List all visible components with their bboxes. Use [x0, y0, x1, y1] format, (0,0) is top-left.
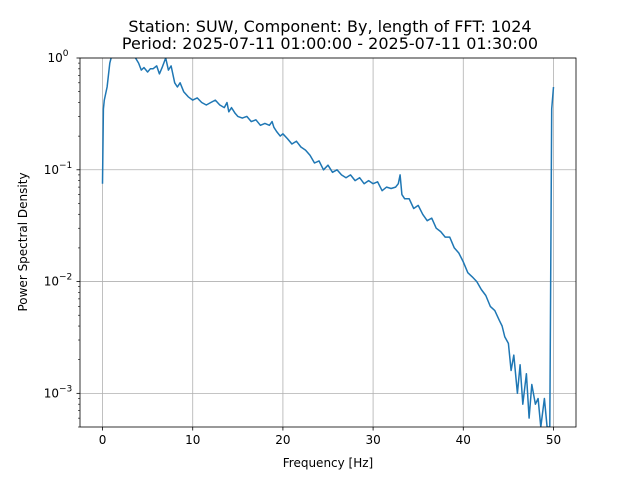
psd-series-line: [101, 58, 555, 427]
y-tick-label: 100: [47, 49, 68, 65]
y-tick-label: 10−3: [44, 384, 73, 400]
axis-ticks: 0 10 20 30 40 50 100 10−1 10−2 10−3: [44, 49, 561, 447]
y-tick-label: 10−2: [44, 273, 73, 289]
x-axis-label: Frequency [Hz]: [283, 456, 374, 470]
chart-subtitle: Period: 2025-07-11 01:00:00 - 2025-07-11…: [122, 34, 538, 53]
x-tick-label: 10: [185, 433, 200, 447]
plot-series: [101, 58, 555, 427]
x-tick-label: 50: [546, 433, 561, 447]
plot-frame: [79, 57, 577, 428]
x-tick-label: 0: [99, 433, 107, 447]
x-tick-label: 20: [275, 433, 290, 447]
y-axis-label: Power Spectral Density: [16, 172, 30, 311]
y-tick-label: 10−1: [44, 161, 73, 177]
x-tick-label: 30: [365, 433, 380, 447]
chart-title: Station: SUW, Component: By, length of F…: [128, 17, 531, 36]
x-tick-label: 40: [456, 433, 471, 447]
